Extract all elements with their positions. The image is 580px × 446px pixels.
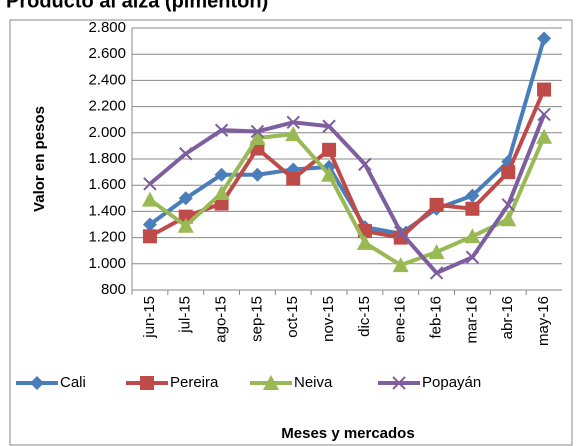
legend-marker bbox=[392, 376, 406, 390]
x-tick-label: dic-15 bbox=[356, 296, 373, 337]
series-line bbox=[148, 113, 546, 275]
data-point bbox=[321, 166, 338, 182]
x-axis-title: Meses y mercados bbox=[281, 425, 414, 442]
y-axis-title: Valor en pesos bbox=[31, 106, 48, 212]
legend-label: Neiva bbox=[294, 374, 333, 391]
y-tick-label: 1.200 bbox=[88, 229, 126, 246]
data-point bbox=[178, 191, 193, 206]
data-point bbox=[536, 128, 553, 144]
y-tick-label: 2.000 bbox=[88, 124, 126, 141]
x-tick-label: oct-15 bbox=[284, 296, 301, 338]
data-point bbox=[537, 82, 552, 97]
y-tick-label: 2.400 bbox=[88, 71, 126, 88]
data-point bbox=[322, 119, 336, 133]
data-point bbox=[322, 142, 337, 157]
data-point bbox=[501, 198, 515, 212]
data-point bbox=[250, 124, 265, 139]
y-tick-label: 1.600 bbox=[88, 176, 126, 193]
x-tick-label: ene-16 bbox=[392, 296, 409, 343]
data-point bbox=[179, 147, 193, 161]
y-tick-label: 2.800 bbox=[88, 19, 126, 36]
x-tick-label: abr-16 bbox=[499, 296, 516, 339]
data-point bbox=[142, 217, 157, 232]
y-tick-label: 2.600 bbox=[88, 45, 126, 62]
series-line bbox=[148, 88, 546, 240]
legend-label: Cali bbox=[60, 374, 86, 391]
data-point bbox=[501, 165, 516, 180]
data-point bbox=[249, 130, 266, 146]
series-line bbox=[148, 37, 547, 236]
y-tick-label: 1.800 bbox=[88, 150, 126, 167]
data-point bbox=[429, 266, 444, 280]
legend-marker bbox=[263, 375, 279, 390]
legend-marker bbox=[30, 376, 44, 390]
x-tick-label: feb-16 bbox=[428, 296, 445, 339]
y-tick-label: 800 bbox=[101, 281, 126, 298]
data-point bbox=[142, 229, 157, 244]
data-point bbox=[429, 197, 444, 212]
y-tick-label: 1.400 bbox=[88, 202, 126, 219]
data-point bbox=[464, 228, 481, 244]
data-point bbox=[250, 167, 265, 182]
data-point bbox=[356, 234, 373, 250]
data-point bbox=[141, 191, 158, 207]
legend-marker bbox=[140, 376, 154, 390]
x-tick-label: ago-15 bbox=[213, 296, 230, 343]
data-point bbox=[537, 107, 551, 122]
y-tick-label: 1.000 bbox=[88, 255, 126, 272]
data-point bbox=[537, 31, 552, 46]
x-tick-label: sep-15 bbox=[248, 296, 265, 342]
legend-label: Pereira bbox=[170, 374, 219, 391]
y-tick-label: 2.200 bbox=[88, 98, 126, 115]
x-tick-label: mar-16 bbox=[463, 296, 480, 344]
chart-border bbox=[9, 19, 573, 446]
data-point bbox=[392, 257, 409, 273]
data-point bbox=[214, 167, 229, 182]
data-point bbox=[286, 171, 301, 186]
x-tick-label: jun-15 bbox=[141, 296, 158, 339]
x-tick-label: may-16 bbox=[535, 296, 552, 346]
x-tick-label: jul-15 bbox=[177, 296, 194, 334]
data-point bbox=[358, 157, 372, 171]
legend-label: Popayán bbox=[422, 374, 481, 391]
data-point bbox=[285, 126, 302, 142]
data-point bbox=[213, 185, 230, 201]
data-point bbox=[465, 188, 480, 203]
x-tick-label: nov-15 bbox=[320, 296, 337, 342]
data-point bbox=[465, 201, 480, 216]
data-point bbox=[428, 244, 445, 260]
data-point bbox=[177, 217, 194, 233]
data-point bbox=[500, 211, 517, 227]
data-point bbox=[465, 250, 480, 264]
data-point bbox=[214, 123, 229, 137]
data-point bbox=[394, 225, 408, 240]
data-point bbox=[143, 177, 157, 191]
data-point bbox=[286, 115, 300, 130]
chart-title: Producto al alza (pimentón) bbox=[6, 0, 268, 12]
